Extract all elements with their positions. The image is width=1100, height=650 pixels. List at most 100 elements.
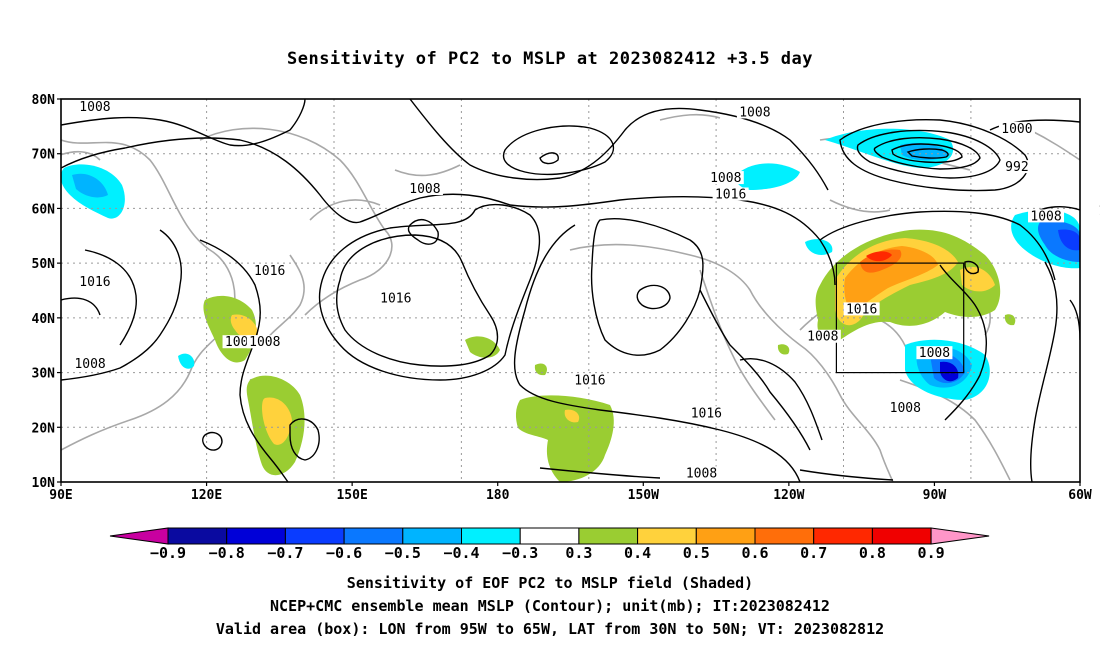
colorbar-segment: [461, 527, 521, 545]
caption-valid-area: Valid area (box): LON from 95W to 65W, L…: [215, 620, 885, 638]
colorbar: −0.9 −0.8 −0.7 −0.6 −0.5 −0.4 −0.3 0.3 0.4 0.5 0.6…: [109, 527, 990, 562]
y-tick-label: 60N: [32, 202, 56, 217]
contour-label-bg: [712, 187, 749, 201]
y-tick-label: 70N: [32, 148, 56, 163]
map-plot-area: [61, 99, 1080, 482]
contour-label-bg: [998, 121, 1035, 135]
colorbar-segment: [813, 527, 873, 545]
colorbar-segment: [343, 527, 404, 545]
contour-label: 1016: [254, 264, 285, 279]
colorbar-label: −0.7: [267, 544, 303, 562]
y-tick-label: 10N: [32, 476, 56, 491]
colorbar-label: −0.4: [443, 544, 479, 562]
colorbar-label: 0.9: [918, 544, 945, 562]
y-tick-label: 20N: [32, 421, 56, 436]
contour-label: 1016: [1098, 204, 1100, 219]
colorbar-segment: [402, 527, 462, 545]
contour-label-bg: [406, 182, 443, 196]
colorbar-label: −0.8: [209, 544, 245, 562]
colorbar-segment: [519, 527, 580, 545]
contour-label: 1008: [919, 346, 950, 361]
contour-label: 1008: [74, 357, 105, 372]
x-axis: 90E 120E 150E 180 150W 120W 90W 60W: [49, 482, 1092, 503]
contour-label: 1016: [715, 187, 746, 202]
colorbar-segment: [284, 527, 345, 545]
contour-label: 1008: [739, 105, 770, 120]
y-tick-label: 30N: [32, 367, 56, 382]
colorbar-segment: [754, 527, 815, 545]
x-tick-label: 90E: [49, 488, 72, 503]
contour-label: 1008: [1030, 209, 1061, 224]
colorbar-segment: [871, 527, 932, 545]
contour-label: 1016: [79, 275, 110, 290]
contour-label-bg: [76, 275, 113, 289]
contour-label-bg: [1028, 209, 1065, 223]
contour-label: 1008: [807, 330, 838, 345]
colorbar-segment: [695, 527, 756, 545]
colorbar-high-triangle: [930, 527, 990, 545]
contour-label: 1000: [1001, 122, 1032, 137]
colorbar-label: −0.9: [150, 544, 186, 562]
contour-label: 1008: [710, 171, 741, 186]
colorbar-label: 0.3: [565, 544, 592, 562]
contour-label-bg: [688, 406, 725, 420]
contour-label-bg: [72, 357, 109, 371]
colorbar-label: 0.5: [683, 544, 710, 562]
contour-label-bg: [1002, 160, 1031, 174]
x-tick-label: 150E: [336, 488, 367, 503]
colorbar-label: −0.3: [502, 544, 538, 562]
x-tick-label: 120W: [773, 488, 804, 503]
x-tick-label: 60W: [1068, 488, 1092, 503]
y-tick-label: 40N: [32, 312, 56, 327]
y-axis: 80N 70N 60N 50N 40N 30N 20N 10N: [32, 93, 61, 491]
x-tick-label: 90W: [923, 488, 947, 503]
colorbar-segment: [226, 527, 286, 545]
contour-label-bg: [1095, 203, 1100, 217]
contour-label-bg: [916, 346, 953, 360]
colorbar-label: 0.7: [800, 544, 827, 562]
contour-label: 1008: [249, 335, 280, 350]
map-frame: [60, 98, 1081, 483]
contour-label-bg: [246, 335, 283, 349]
contour-label-bg: [707, 171, 744, 185]
colorbar-label: −0.5: [385, 544, 421, 562]
valid-area-box: [835, 262, 965, 374]
contour-label-bg: [251, 264, 288, 278]
contour-label-bg: [377, 291, 414, 305]
shaded-sensitivity: [61, 128, 1080, 482]
contour-label: 1016: [691, 406, 722, 421]
map-title: Sensitivity of PC2 to MSLP at 2023082412…: [286, 49, 813, 69]
contour-label: 1016: [846, 302, 877, 317]
caption-shading: Sensitivity of EOF PC2 to MSLP field (Sh…: [346, 574, 754, 592]
contour-label: 1008: [79, 100, 110, 115]
contour-label-bg: [887, 400, 924, 414]
x-tick-label: 120E: [191, 488, 222, 503]
contour-label: 992: [1005, 160, 1028, 175]
contour-label-bg: [843, 302, 880, 316]
colorbar-segment: [167, 527, 228, 545]
y-tick-label: 80N: [32, 93, 56, 108]
caption-contour: NCEP+CMC ensemble mean MSLP (Contour); u…: [270, 597, 830, 615]
y-tick-label: 50N: [32, 257, 56, 272]
contour-label: 1016: [380, 291, 411, 306]
contour-label-bg: [571, 373, 608, 387]
x-tick-label: 150W: [628, 488, 659, 503]
x-tick-label: 180: [486, 488, 510, 503]
colorbar-segment: [578, 527, 639, 545]
contour-label: 1008: [890, 401, 921, 416]
contour-label: 1016: [574, 374, 605, 389]
colorbar-segment: [637, 527, 697, 545]
contour-label-bg: [736, 105, 773, 119]
colorbar-label: 0.4: [624, 544, 651, 562]
contour-labels: 1008 100810009921008100810161008101610161…: [72, 99, 1100, 482]
contour-label-bg: [683, 466, 720, 480]
colorbar-label: 0.6: [741, 544, 768, 562]
colorbar-label: 0.8: [859, 544, 886, 562]
contour-label: 1008: [409, 182, 440, 197]
colorbar-low-triangle: [109, 527, 169, 545]
colorbar-label: −0.6: [326, 544, 362, 562]
mslp-contours: [61, 99, 1080, 482]
contour-label-bg: [76, 99, 113, 113]
contour-label: 1008: [686, 467, 717, 482]
